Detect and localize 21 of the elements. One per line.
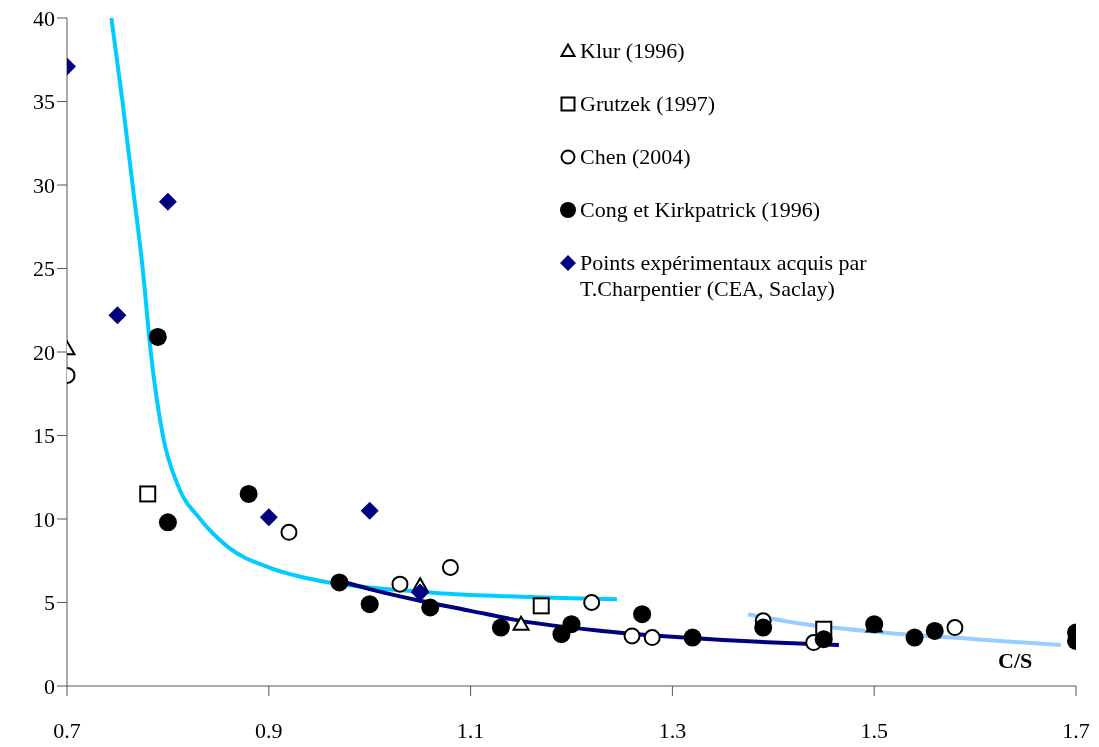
y-tick-label: 20	[33, 339, 55, 365]
y-tick-label: 15	[33, 423, 55, 449]
y-tick-label: 5	[44, 590, 55, 616]
x-tick-label: 0.7	[53, 717, 81, 743]
x-axis-title: C/S	[998, 648, 1033, 674]
y-tick-label: 35	[33, 89, 55, 115]
x-tick-label: 0.9	[255, 717, 283, 743]
legend-label: Points expérimentaux acquis par T.Charpentier (CEA, Saclay)	[580, 250, 868, 302]
y-tick-label: 30	[33, 172, 55, 198]
y-tick-label: 25	[33, 256, 55, 282]
x-tick-label: 1.1	[456, 717, 485, 743]
y-tick-label: 0	[44, 673, 55, 699]
legend-label: Chen (2004)	[580, 144, 691, 170]
legend-label: Grutzek (1997)	[580, 91, 716, 117]
legend-label: Klur (1996)	[580, 38, 685, 64]
y-tick-label: 10	[33, 506, 55, 532]
y-tick-label: 40	[33, 5, 55, 31]
legend-label: Cong et Kirkpatrick (1996)	[580, 197, 821, 223]
x-tick-label: 1.7	[1062, 717, 1090, 743]
x-tick-label: 1.3	[658, 717, 687, 743]
x-tick-label: 1.5	[860, 717, 888, 743]
